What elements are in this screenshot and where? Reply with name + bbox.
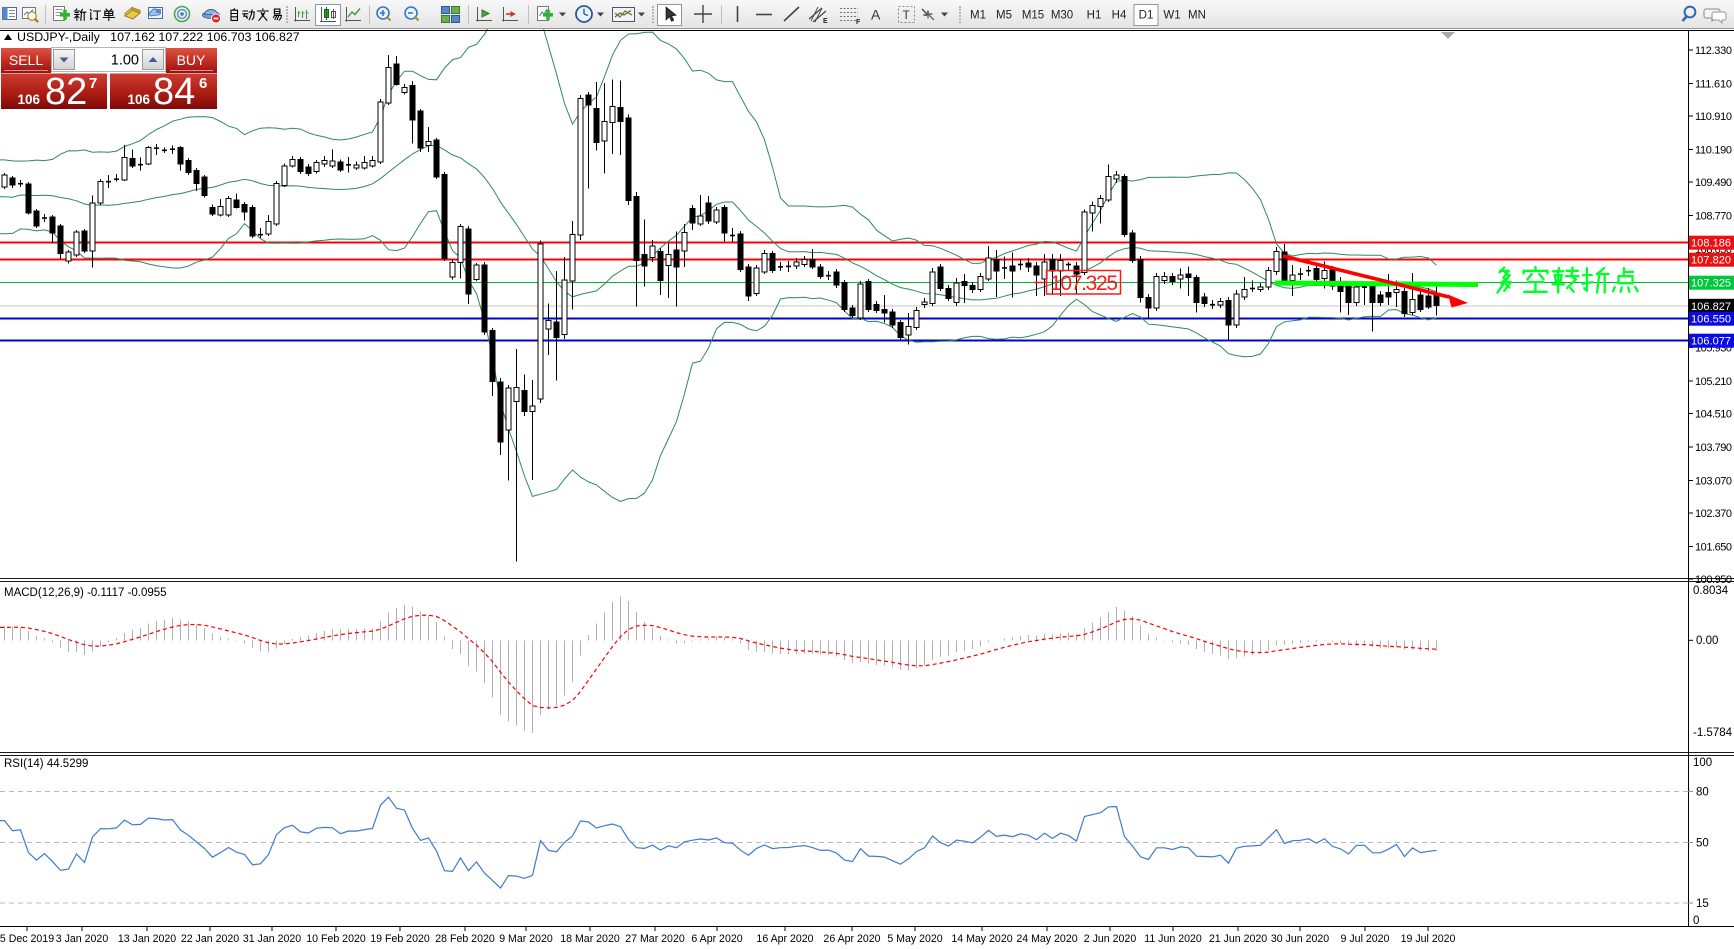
svg-text:101.650: 101.650 <box>1695 542 1732 554</box>
svg-text:MACD(12,26,9) -0.1117 -0.0955: MACD(12,26,9) -0.1117 -0.0955 <box>4 587 167 599</box>
svg-text:0: 0 <box>1693 915 1699 927</box>
svg-text:13 Jan 2020: 13 Jan 2020 <box>118 933 176 945</box>
svg-text:SELL: SELL <box>9 52 43 68</box>
svg-text:5 Dec 2019: 5 Dec 2019 <box>0 933 54 945</box>
svg-text:18 Mar 2020: 18 Mar 2020 <box>560 933 620 945</box>
svg-text:106: 106 <box>17 92 40 107</box>
svg-text:107.325: 107.325 <box>1691 278 1731 290</box>
svg-text:109.490: 109.490 <box>1695 177 1732 189</box>
svg-text:7: 7 <box>89 75 97 92</box>
svg-text:80: 80 <box>1696 786 1709 798</box>
svg-text:16 Apr 2020: 16 Apr 2020 <box>756 933 813 945</box>
svg-text:9 Mar 2020: 9 Mar 2020 <box>499 933 553 945</box>
svg-text:1.00: 1.00 <box>111 53 139 69</box>
svg-text:106.827: 106.827 <box>1691 301 1731 313</box>
svg-text:107.325: 107.325 <box>1050 272 1118 295</box>
svg-text:6: 6 <box>199 75 207 92</box>
svg-text:USDJPY-,Daily 107.162 107.22: USDJPY-,Daily 107.162 107.222 106.703 10… <box>17 30 300 44</box>
svg-text:27 Mar 2020: 27 Mar 2020 <box>625 933 685 945</box>
svg-text:22 Jan 2020: 22 Jan 2020 <box>181 933 239 945</box>
svg-text:110.910: 110.910 <box>1695 111 1732 123</box>
svg-text:108.186: 108.186 <box>1691 238 1731 250</box>
svg-text:-1.5784: -1.5784 <box>1693 727 1733 739</box>
svg-text:26 Apr 2020: 26 Apr 2020 <box>823 933 880 945</box>
svg-text:M30: M30 <box>1051 10 1073 22</box>
svg-text:E: E <box>823 18 828 25</box>
svg-text:M1: M1 <box>970 10 986 22</box>
svg-text:H1: H1 <box>1087 10 1102 22</box>
svg-text:F: F <box>856 19 861 26</box>
svg-text:100.950: 100.950 <box>1695 574 1732 586</box>
svg-text:30 Jun 2020: 30 Jun 2020 <box>1271 933 1329 945</box>
svg-text:106.077: 106.077 <box>1691 336 1731 348</box>
svg-text:19 Jul 2020: 19 Jul 2020 <box>1401 933 1456 945</box>
svg-text:2 Jun 2020: 2 Jun 2020 <box>1084 933 1137 945</box>
svg-text:3 Jan 2020: 3 Jan 2020 <box>56 933 109 945</box>
svg-text:19 Feb 2020: 19 Feb 2020 <box>370 933 430 945</box>
svg-text:5 May 2020: 5 May 2020 <box>887 933 942 945</box>
svg-text:RSI(14) 44.5299: RSI(14) 44.5299 <box>4 758 88 770</box>
svg-text:0.8034: 0.8034 <box>1693 585 1729 597</box>
svg-text:M15: M15 <box>1022 10 1044 22</box>
svg-text:MN: MN <box>1188 10 1206 22</box>
svg-text:BUY: BUY <box>177 52 206 68</box>
svg-text:D1: D1 <box>1139 10 1154 22</box>
svg-text:11 Jun 2020: 11 Jun 2020 <box>1144 933 1202 945</box>
svg-text:108.770: 108.770 <box>1695 211 1732 223</box>
svg-text:50: 50 <box>1696 838 1709 850</box>
svg-text:0.00: 0.00 <box>1696 635 1718 647</box>
svg-text:106: 106 <box>127 92 150 107</box>
svg-text:15: 15 <box>1696 898 1709 910</box>
svg-text:A: A <box>871 7 881 23</box>
svg-text:104.510: 104.510 <box>1695 409 1732 421</box>
svg-text:28 Feb 2020: 28 Feb 2020 <box>435 933 495 945</box>
svg-text:6 Apr 2020: 6 Apr 2020 <box>691 933 742 945</box>
svg-text:T: T <box>903 8 911 22</box>
svg-text:14 May 2020: 14 May 2020 <box>951 933 1012 945</box>
svg-text:W1: W1 <box>1163 10 1180 22</box>
svg-text:111.610: 111.610 <box>1695 79 1732 91</box>
svg-text:31 Jan 2020: 31 Jan 2020 <box>243 933 301 945</box>
svg-text:102.370: 102.370 <box>1695 508 1732 520</box>
svg-text:9 Jul 2020: 9 Jul 2020 <box>1341 933 1390 945</box>
svg-text:103.790: 103.790 <box>1695 442 1732 454</box>
svg-text:107.820: 107.820 <box>1691 255 1731 267</box>
svg-text:103.070: 103.070 <box>1695 476 1732 488</box>
svg-text:105.210: 105.210 <box>1695 376 1732 388</box>
svg-text:H4: H4 <box>1112 10 1127 22</box>
svg-text:106.550: 106.550 <box>1691 314 1731 326</box>
svg-text:10 Feb 2020: 10 Feb 2020 <box>306 933 366 945</box>
svg-text:21 Jun 2020: 21 Jun 2020 <box>1209 933 1267 945</box>
svg-text:82: 82 <box>45 71 87 113</box>
svg-text:24 May 2020: 24 May 2020 <box>1016 933 1077 945</box>
svg-text:100: 100 <box>1693 757 1712 769</box>
svg-text:84: 84 <box>153 71 195 113</box>
svg-text:M5: M5 <box>996 10 1012 22</box>
svg-text:112.330: 112.330 <box>1695 45 1732 57</box>
svg-text:110.190: 110.190 <box>1695 145 1732 157</box>
